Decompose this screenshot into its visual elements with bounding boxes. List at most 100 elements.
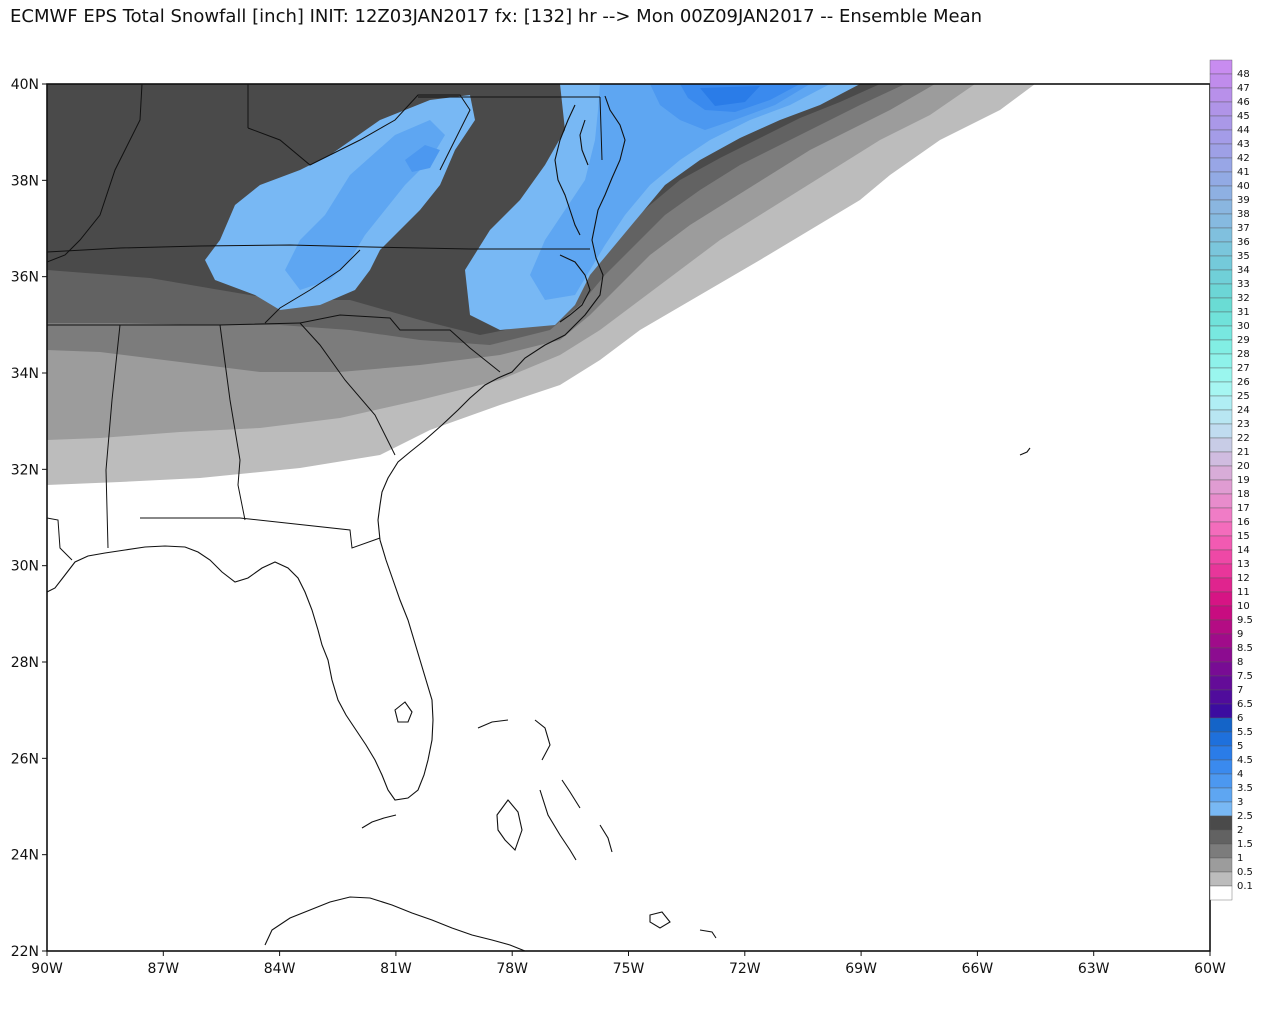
- legend-swatch: [1209, 549, 1233, 565]
- legend-swatch: [1209, 493, 1233, 509]
- legend-swatch: [1209, 73, 1233, 89]
- chesapeake-bay-coastline: [554, 104, 589, 236]
- legend-label: 24: [1237, 405, 1250, 416]
- legend-label: 15: [1237, 531, 1250, 542]
- legend-label: 18: [1237, 489, 1250, 500]
- small-island: [1019, 447, 1031, 456]
- bahamas-inagua: [649, 911, 671, 929]
- legend-label: 45: [1237, 111, 1250, 122]
- legend-label: 35: [1237, 251, 1250, 262]
- legend-label: 14: [1237, 545, 1250, 556]
- lat-label: 40N: [11, 77, 39, 93]
- map-title: ECMWF EPS Total Snowfall [inch] INIT: 12…: [10, 6, 983, 27]
- legend-label: 44: [1237, 125, 1250, 136]
- legend-swatch: [1209, 717, 1233, 733]
- legend-label: 41: [1237, 167, 1250, 178]
- legend-label: 46: [1237, 97, 1250, 108]
- lat-label: 28N: [11, 655, 39, 671]
- legend-swatch: [1209, 115, 1233, 131]
- legend-label: 16: [1237, 517, 1250, 528]
- legend-label: 40: [1237, 181, 1250, 192]
- legend-label: 13: [1237, 559, 1250, 570]
- east-coast-coastline: [47, 95, 626, 801]
- legend-label: 47: [1237, 83, 1250, 94]
- legend-swatch: [1209, 871, 1233, 887]
- va-wv-border: [329, 94, 471, 171]
- lon-label: 81W: [380, 961, 412, 977]
- legend-label: 2: [1237, 825, 1243, 836]
- legend-swatch: [1209, 661, 1233, 677]
- legend-label: 30: [1237, 321, 1250, 332]
- legend-label: 2.5: [1237, 811, 1253, 822]
- turks-caicos: [699, 929, 717, 939]
- lon-label: 60W: [1194, 961, 1226, 977]
- legend-swatch: [1209, 171, 1233, 187]
- legend-label: 1: [1237, 853, 1243, 864]
- legend-label: 27: [1237, 363, 1250, 374]
- legend-label: 1.5: [1237, 839, 1253, 850]
- legend-label: 9: [1237, 629, 1243, 640]
- legend-label: 3: [1237, 797, 1243, 808]
- legend-swatch: [1209, 437, 1233, 453]
- legend-swatch: [1209, 479, 1233, 495]
- legend-label: 0.1: [1237, 881, 1253, 892]
- legend-swatch: [1209, 395, 1233, 411]
- tn-nc-border: [264, 249, 361, 324]
- lon-label: 78W: [496, 961, 528, 977]
- legend-swatch: [1209, 297, 1233, 313]
- legend-swatch: [1209, 507, 1233, 523]
- legend-label: 5: [1237, 741, 1243, 752]
- legend-swatch: [1209, 185, 1233, 201]
- legend-swatch: [1209, 283, 1233, 299]
- bahamas-eleuthera: [561, 779, 581, 809]
- legend-label: 29: [1237, 335, 1250, 346]
- legend-swatch: [1209, 857, 1233, 873]
- legend-swatch: [1209, 647, 1233, 663]
- legend-swatch: [1209, 269, 1233, 285]
- legend-swatch: [1209, 829, 1233, 845]
- florida-keys: [361, 814, 397, 829]
- lon-label: 87W: [147, 961, 179, 977]
- lon-label: 84W: [264, 961, 296, 977]
- legend-label: 34: [1237, 265, 1250, 276]
- lat-label: 24N: [11, 848, 39, 864]
- legend-label: 7: [1237, 685, 1243, 696]
- coastlines: [47, 95, 1031, 951]
- legend-swatch: [1209, 59, 1233, 75]
- legend-label: 39: [1237, 195, 1250, 206]
- lat-label: 26N: [11, 751, 39, 767]
- legend-swatch: [1209, 815, 1233, 831]
- legend-swatch: [1209, 129, 1233, 145]
- legend-swatch: [1209, 745, 1233, 761]
- latitude-labels: 40N 38N 36N 34N 32N 30N 28N 26N 24N 22N: [11, 77, 47, 960]
- legend-label: 10: [1237, 601, 1250, 612]
- legend-swatch: [1209, 703, 1233, 719]
- legend-swatch: [1209, 731, 1233, 747]
- bahamas-long: [599, 824, 613, 853]
- lat-label: 34N: [11, 366, 39, 382]
- lon-label: 90W: [31, 961, 63, 977]
- legend-label: 0.5: [1237, 867, 1253, 878]
- legend-swatch: [1209, 885, 1233, 901]
- legend-label: 38: [1237, 209, 1250, 220]
- lon-label: 75W: [613, 961, 645, 977]
- legend-label: 4.5: [1237, 755, 1253, 766]
- legend-swatch: [1209, 255, 1233, 271]
- snow-band-4.5: [700, 86, 760, 106]
- kentucky-tennessee-border: [47, 244, 590, 253]
- legend-swatch: [1209, 451, 1233, 467]
- legend-swatch: [1209, 227, 1233, 243]
- legend-swatch: [1209, 101, 1233, 117]
- legend-swatch: [1209, 409, 1233, 425]
- ms-la-border: [47, 517, 73, 561]
- al-ga-border: [219, 324, 246, 521]
- legend-label: 4: [1237, 769, 1243, 780]
- legend-label: 8.5: [1237, 643, 1253, 654]
- bahamas-grand: [477, 719, 509, 729]
- legend-label: 26: [1237, 377, 1250, 388]
- ky-wv-border: [247, 127, 331, 166]
- ohio-river: [47, 84, 143, 263]
- bahamas-abaco: [534, 719, 551, 761]
- legend-swatch: [1209, 591, 1233, 607]
